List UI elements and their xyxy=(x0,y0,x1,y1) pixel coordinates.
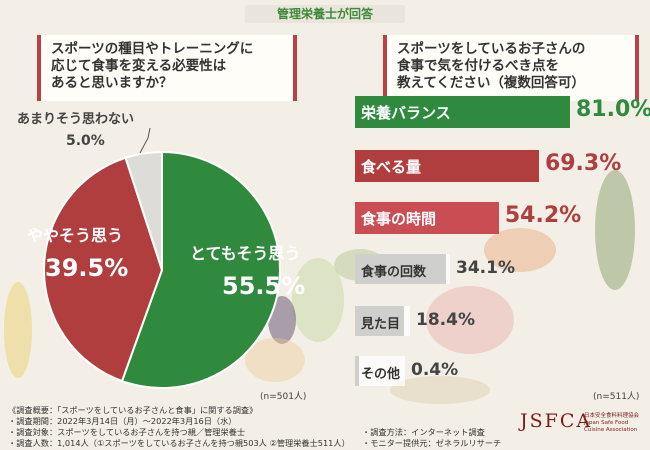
bar-value-1: 81.0% xyxy=(576,97,650,122)
bar-value-6: 0.4% xyxy=(411,360,459,380)
pie-leader-line xyxy=(139,127,151,154)
bar-label-2: 食べる量 xyxy=(361,158,422,176)
survey-target: ・調査対象：スポーツをしているお子さんを持つ親／管理栄養士 xyxy=(8,427,246,437)
pepper-decoration xyxy=(292,258,344,342)
pie-label-strong-name: とてもそう思う xyxy=(190,244,301,263)
question-right-line-2: 食事で気を付けるべき点を xyxy=(397,58,559,74)
pie-slice-not xyxy=(124,150,163,271)
bar-accent-6 xyxy=(355,356,359,386)
jsfca-logo: JSFCA xyxy=(520,410,593,432)
bar-value-2: 69.3% xyxy=(544,151,622,176)
carrot-decoration xyxy=(484,228,556,272)
bar-6 xyxy=(355,356,405,386)
survey-footer-right: ・調査方法：インターネット調査 ・モニター提供元：ゼネラルリサーチ xyxy=(362,427,501,449)
eggplant-decoration xyxy=(268,296,296,344)
sprout-decoration xyxy=(595,170,635,290)
bar-value-3: 54.2% xyxy=(504,203,582,228)
bar-value-5: 18.4% xyxy=(416,310,475,330)
bar-label-1: 栄養バランス xyxy=(361,104,451,122)
pie-label-some-value: 39.5% xyxy=(45,254,129,282)
orange-decoration xyxy=(245,338,305,382)
bar-value-4: 34.1% xyxy=(456,258,515,278)
survey-period: ・調査期間：2022年3月14日（月）～2022年3月16日（水） xyxy=(8,416,237,426)
corn-decoration xyxy=(4,282,32,378)
jsfca-logo-subtitle: 日本安全食料料理協会 Japan Safe Food Cuisine Assoc… xyxy=(584,413,640,433)
survey-monitor: ・モニター提供元：ゼネラルリサーチ xyxy=(362,438,502,448)
question-left: スポーツの種目やトレーニングに 応じて食事を変える必要性は あると思いますか？ xyxy=(37,35,297,101)
survey-footer-left: 《調査概要：「スポーツをしているお子さんと食事」に関する調査》 ・調査期間：20… xyxy=(8,405,350,449)
bar-sample-size: (n=511人) xyxy=(593,392,640,402)
question-right-line-3: 教えてください（複数回答可） xyxy=(397,75,585,91)
pie-slice-some xyxy=(43,156,164,383)
pie-label-not-name: あまりそう思わない xyxy=(17,112,135,127)
question-right: スポーツをしているお子さんの 食事で気を付けるべき点を 教えてください（複数回答… xyxy=(383,35,639,101)
pie-label-strong-value: 55.5% xyxy=(222,272,306,300)
survey-overview: 《調査概要：「スポーツをしているお子さんと食事」に関する調査》 xyxy=(8,405,258,415)
bar-label-4: 食事の回数 xyxy=(361,265,427,280)
tomato-decoration xyxy=(426,286,514,354)
question-left-line-3: あると思いますか？ xyxy=(51,75,173,91)
question-left-line-2: 応じて食事を変える必要性は xyxy=(51,58,227,74)
pie-label-not-value: 5.0% xyxy=(66,133,105,149)
survey-count: ・調査人数：1,014人（①スポーツをしているお子さんを持つ親503人 ②管理栄… xyxy=(8,438,350,448)
bottom-vegetable-decoration xyxy=(390,376,490,404)
bar-label-6: その他 xyxy=(361,367,401,382)
survey-method: ・調査方法：インターネット調査 xyxy=(362,427,485,437)
bar-3 xyxy=(355,202,499,234)
bar-label-3: 食事の時間 xyxy=(361,210,437,228)
bar-accent-4 xyxy=(355,254,446,284)
pie-label-some-name: ややそう思う xyxy=(27,226,124,245)
question-left-line-1: スポーツの種目やトレーニングに xyxy=(51,41,254,57)
bar-1 xyxy=(355,96,570,128)
bar-accent-5 xyxy=(355,306,404,336)
bar-2 xyxy=(355,150,539,182)
bar-label-5: 見た目 xyxy=(361,317,401,332)
answerer-badge: 管理栄養士が回答 xyxy=(245,5,405,23)
question-right-line-1: スポーツをしているお子さんの xyxy=(397,41,586,57)
pie-slice-strong xyxy=(120,150,281,389)
pie-sample-size: (n=501人) xyxy=(260,392,307,402)
